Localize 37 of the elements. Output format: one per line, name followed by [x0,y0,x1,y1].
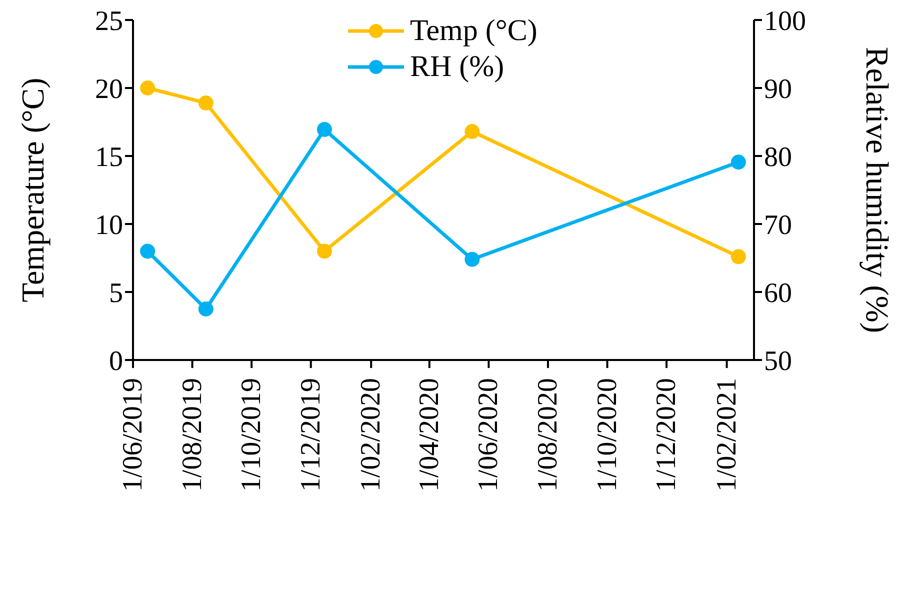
point [140,80,156,96]
y-tick-label: 5 [109,278,123,309]
y-tick-label: 15 [95,142,123,173]
x-tick-label: 1/08/2019 [176,378,208,492]
point [464,124,480,140]
x-tick-label: 1/12/2019 [295,378,326,492]
x-tick-label: 1/04/2020 [414,378,445,492]
y-tick-label: 0 [109,346,123,377]
y2-axis-title: Relative humidity (%) [860,46,896,334]
point [198,95,214,110]
x-tick-label: 1/02/2021 [711,378,742,492]
y2-tick-label: 80 [764,142,792,173]
y2-tick-label: 100 [764,6,806,37]
x-tick-label: 1/12/2020 [651,378,682,492]
y2-tick-label: 50 [764,346,792,377]
x-tick-label: 1/10/2019 [236,378,268,492]
legend-label: Temp (°C) [410,14,538,48]
x-tick-label: 1/08/2020 [532,378,564,492]
y-axis-title: Temperature (°C) [14,78,50,302]
y-tick-label: 20 [95,74,123,105]
y2-tick-label: 60 [764,278,792,309]
y2-tick-label: 90 [764,74,792,105]
x-tick-label: 1/10/2020 [592,378,623,492]
x-tick-label: 1/02/2020 [356,378,387,492]
point [316,122,332,137]
y2-tick-label: 70 [764,210,792,241]
point [140,244,156,259]
legend-label: RH (%) [410,50,504,84]
point [730,154,746,170]
y-tick-label: 25 [95,6,123,37]
x-tick-label: 1/06/2019 [118,378,148,492]
point [316,244,332,259]
y-tick-label: 10 [95,210,123,241]
point [198,302,214,316]
point [730,249,746,264]
x-tick-label: 1/06/2020 [473,378,504,492]
point [464,252,480,267]
